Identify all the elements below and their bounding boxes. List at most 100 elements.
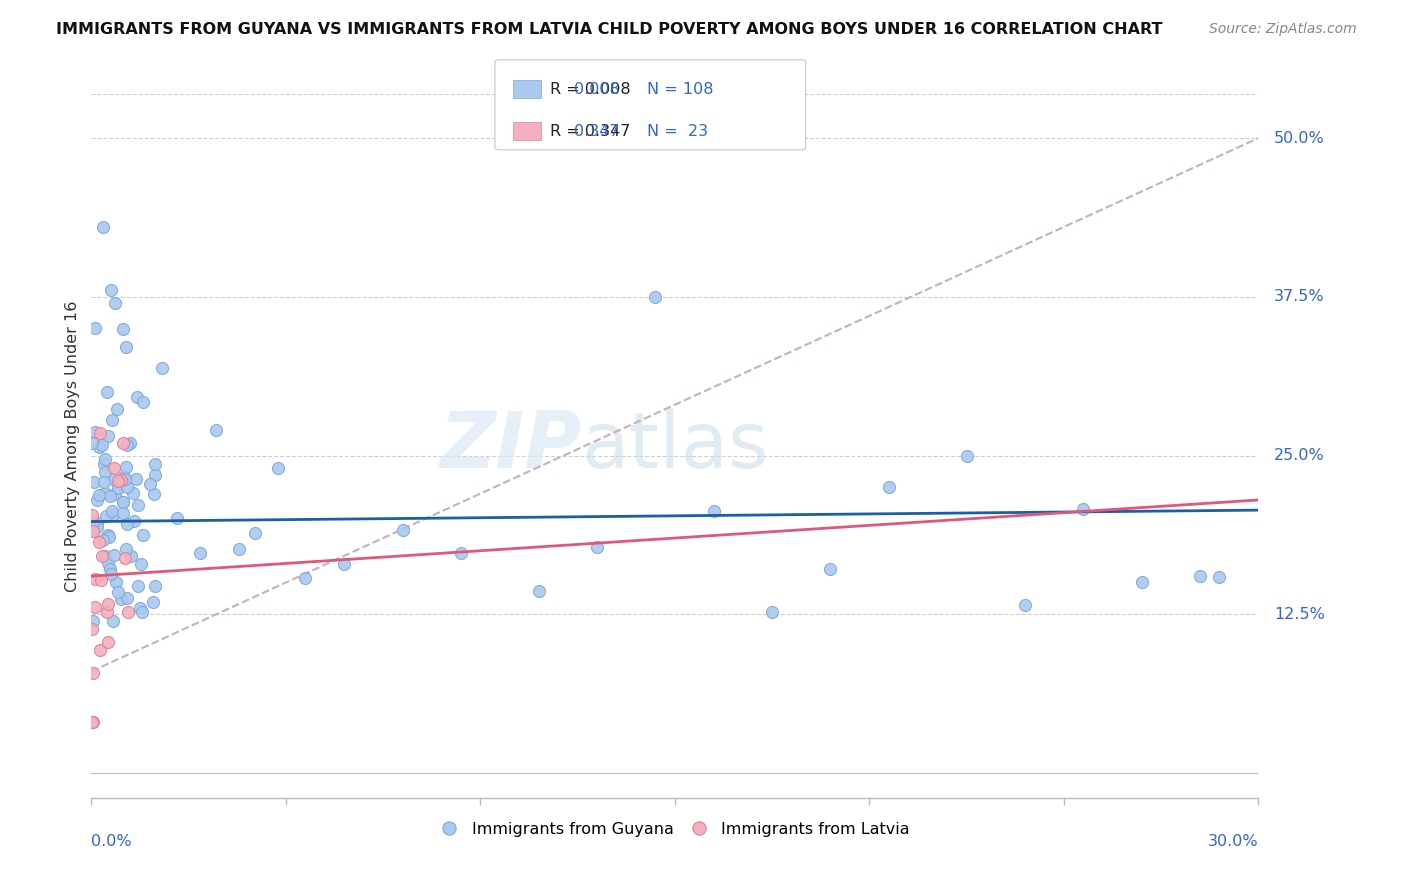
Point — [86, 520, 108, 534]
Point — [877, 480, 900, 494]
Point — [143, 579, 166, 593]
Point — [96, 606, 118, 620]
Point — [205, 423, 228, 437]
Text: 25.0%: 25.0% — [1274, 448, 1324, 463]
Point — [117, 605, 139, 619]
Point — [80, 508, 103, 522]
Point — [89, 425, 111, 440]
Point — [391, 523, 413, 537]
Point — [101, 504, 124, 518]
Point — [103, 548, 125, 562]
Point — [82, 524, 104, 538]
Point — [527, 584, 550, 599]
Point — [91, 549, 114, 564]
Point — [86, 516, 108, 530]
Point — [294, 571, 316, 585]
Point — [143, 457, 166, 471]
Text: ZIP: ZIP — [439, 408, 582, 484]
Text: 30.0%: 30.0% — [1208, 834, 1258, 849]
Point — [145, 468, 167, 483]
Point — [110, 473, 132, 487]
Point — [80, 436, 103, 450]
Point — [89, 643, 111, 657]
Point — [101, 508, 124, 523]
Text: R = 0.008: R = 0.008 — [550, 82, 630, 96]
Point — [761, 605, 783, 619]
Text: 0.008: 0.008 — [574, 82, 620, 96]
Point — [127, 498, 149, 512]
Point — [104, 574, 127, 589]
Point — [97, 528, 120, 542]
Point — [97, 597, 120, 611]
Point — [97, 635, 120, 649]
Text: 50.0%: 50.0% — [1274, 130, 1324, 145]
Point — [97, 530, 120, 544]
Point — [111, 321, 134, 335]
Point — [107, 481, 129, 495]
Point — [115, 541, 138, 556]
Point — [82, 665, 104, 680]
Point — [94, 509, 117, 524]
Point — [1014, 598, 1036, 612]
Point — [107, 475, 129, 489]
Point — [143, 486, 166, 500]
Point — [122, 514, 145, 528]
Point — [125, 472, 148, 486]
Text: N =  23: N = 23 — [647, 124, 707, 138]
Point — [267, 460, 290, 475]
Point — [115, 340, 138, 354]
Point — [105, 401, 128, 416]
Point — [93, 475, 115, 489]
Point — [127, 579, 149, 593]
Point — [100, 413, 122, 427]
Point — [228, 542, 250, 557]
Y-axis label: Child Poverty Among Boys Under 16: Child Poverty Among Boys Under 16 — [65, 301, 80, 591]
Point — [93, 549, 115, 563]
Point — [97, 429, 120, 443]
Point — [111, 495, 134, 509]
Point — [89, 534, 111, 549]
Point — [125, 390, 148, 404]
Point — [80, 622, 103, 636]
Text: 37.5%: 37.5% — [1274, 289, 1324, 304]
Point — [94, 486, 117, 500]
Point — [110, 591, 132, 606]
Text: N = 108: N = 108 — [647, 82, 713, 96]
Point — [188, 546, 211, 560]
Point — [104, 296, 127, 310]
Point — [87, 441, 110, 455]
Point — [142, 595, 165, 609]
Point — [114, 472, 136, 486]
Point — [108, 475, 131, 489]
Point — [112, 507, 135, 521]
Point — [117, 516, 139, 531]
Point — [94, 452, 117, 467]
Point — [84, 599, 107, 614]
Point — [166, 511, 188, 525]
Point — [93, 465, 115, 479]
Point — [84, 425, 107, 440]
Point — [93, 457, 115, 471]
Point — [703, 504, 725, 518]
Point — [107, 585, 129, 599]
Point — [100, 284, 122, 298]
Point — [139, 477, 162, 491]
Point — [91, 219, 114, 234]
Point — [82, 516, 104, 530]
Point — [112, 470, 135, 484]
Point — [90, 438, 112, 452]
Point — [129, 601, 152, 615]
Point — [97, 529, 120, 543]
Point — [80, 715, 103, 730]
Point — [84, 572, 107, 586]
Point — [80, 715, 103, 730]
Point — [820, 562, 842, 576]
Point — [103, 461, 125, 475]
Text: 12.5%: 12.5% — [1274, 607, 1324, 622]
Point — [644, 290, 666, 304]
Point — [80, 522, 103, 536]
Text: IMMIGRANTS FROM GUYANA VS IMMIGRANTS FROM LATVIA CHILD POVERTY AMONG BOYS UNDER : IMMIGRANTS FROM GUYANA VS IMMIGRANTS FRO… — [56, 22, 1163, 37]
Point — [82, 614, 104, 628]
Text: R = 0.347: R = 0.347 — [550, 124, 630, 138]
Point — [956, 449, 979, 463]
